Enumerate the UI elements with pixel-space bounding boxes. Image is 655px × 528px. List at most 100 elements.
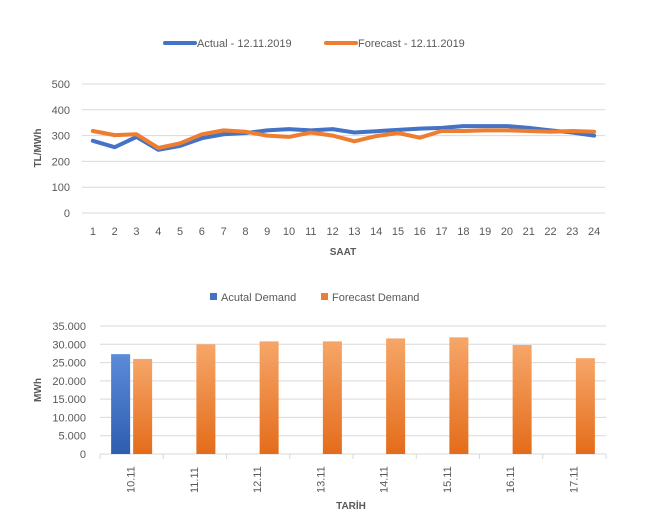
y-tick-label: 0	[80, 449, 86, 461]
data-point	[592, 130, 596, 134]
x-tick-label: 4	[155, 226, 161, 238]
x-tick-label: 20	[501, 226, 513, 238]
y-tick-label: 35.000	[52, 321, 86, 333]
x-tick-label: 24	[588, 226, 600, 238]
data-point	[461, 129, 465, 133]
legend-label: Forecast - 12.11.2019	[358, 38, 465, 50]
x-tick-label: 21	[523, 226, 535, 238]
data-point	[352, 139, 356, 143]
y-tick-label: 10.000	[52, 412, 86, 424]
data-point	[265, 128, 269, 132]
x-tick-label: 19	[479, 226, 491, 238]
data-point	[156, 146, 160, 150]
y-tick-label: 20.000	[52, 376, 86, 388]
bar-forecast	[449, 337, 469, 454]
x-axis-title: SAAT	[330, 247, 356, 258]
bar-forecast	[322, 341, 342, 454]
bar-actual	[111, 354, 131, 454]
data-point	[352, 131, 356, 135]
data-point	[374, 129, 378, 133]
x-tick-label: 10	[283, 226, 295, 238]
y-axis-title: TL/MWh	[33, 129, 44, 168]
y-tick-label: 30.000	[52, 339, 86, 351]
data-point	[527, 126, 531, 130]
x-tick-label: 13	[348, 226, 360, 238]
legend-marker	[210, 293, 217, 300]
data-point	[461, 124, 465, 128]
data-point	[243, 130, 247, 134]
data-point	[527, 129, 531, 133]
x-tick-label: 16	[414, 226, 426, 238]
data-point	[178, 141, 182, 145]
x-tick-label: 16.11	[505, 466, 517, 493]
x-tick-label: 11	[305, 226, 316, 238]
y-tick-label: 100	[52, 182, 70, 194]
y-tick-label: 200	[52, 156, 70, 168]
x-tick-label: 7	[221, 226, 227, 238]
bar-forecast	[196, 344, 216, 454]
y-axis-title: MWh	[33, 378, 44, 402]
x-tick-label: 3	[133, 226, 139, 238]
legend-marker	[321, 293, 328, 300]
series-line	[90, 128, 597, 150]
data-point	[331, 134, 335, 138]
bar-forecast	[259, 341, 279, 454]
data-point	[505, 128, 509, 132]
bar-chart: Acutal Demand Forecast Demand 0 5.000 10.000…	[33, 292, 607, 512]
x-tick-label: 10.11	[126, 466, 138, 493]
data-point	[549, 130, 553, 134]
data-point	[113, 145, 117, 149]
series-line	[90, 124, 597, 152]
x-axis-title: TARİH	[336, 499, 366, 512]
data-point	[222, 128, 226, 132]
x-tick-label: 13.11	[315, 466, 327, 493]
y-tick-label: 15.000	[52, 394, 86, 406]
x-tick-label: 8	[242, 226, 248, 238]
data-point	[505, 124, 509, 128]
x-tick-label: 6	[199, 226, 205, 238]
y-tick-label: 25.000	[52, 358, 86, 370]
data-point	[287, 127, 291, 131]
legend-label: Actual - 12.11.2019	[197, 38, 292, 50]
legend-label: Forecast Demand	[332, 292, 419, 304]
y-tick-label: 5.000	[58, 431, 86, 443]
line-chart: Actual - 12.11.2019 Forecast - 12.11.2019…	[33, 38, 605, 258]
x-tick-label: 15.11	[442, 466, 454, 493]
x-tick-label: 11.11	[189, 467, 201, 493]
data-point	[200, 132, 204, 136]
x-tick-label: 5	[177, 226, 183, 238]
bar-forecast	[133, 358, 153, 454]
x-tick-label: 14	[370, 226, 382, 238]
y-tick-label: 300	[52, 131, 70, 143]
x-tick-label: 12	[326, 226, 338, 238]
x-tick-label: 22	[544, 226, 556, 238]
data-point	[134, 132, 138, 136]
data-point	[91, 129, 95, 133]
x-tick-label: 18	[457, 226, 469, 238]
data-point	[200, 136, 204, 140]
data-point	[287, 135, 291, 139]
data-point	[483, 128, 487, 132]
bar-forecast	[512, 345, 532, 454]
legend-label: Acutal Demand	[221, 292, 296, 304]
data-point	[222, 132, 226, 136]
data-point	[418, 136, 422, 140]
x-tick-label: 15	[392, 226, 404, 238]
bar-forecast	[386, 338, 406, 454]
data-point	[309, 131, 313, 135]
x-tick-label: 12.11	[252, 466, 264, 493]
bar-forecast	[575, 358, 595, 454]
x-tick-label: 23	[566, 226, 578, 238]
x-tick-label: 2	[112, 226, 118, 238]
data-point	[265, 134, 269, 138]
data-point	[483, 124, 487, 128]
x-tick-label: 9	[264, 226, 270, 238]
data-point	[440, 126, 444, 130]
x-tick-label: 1	[90, 226, 96, 238]
x-tick-label: 17	[435, 226, 447, 238]
data-point	[374, 134, 378, 138]
data-point	[440, 129, 444, 133]
data-point	[570, 129, 574, 133]
